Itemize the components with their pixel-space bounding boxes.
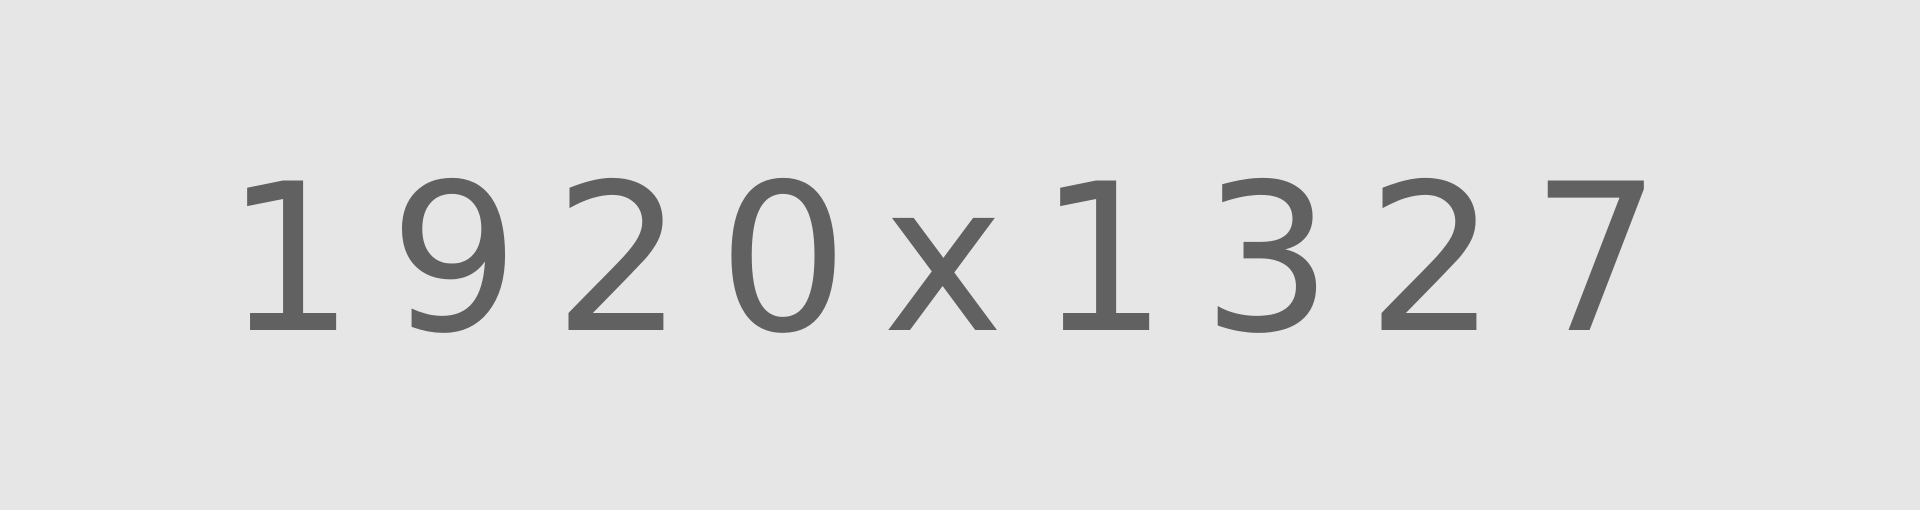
dimensions-label: 1920x1327 xyxy=(224,141,1696,379)
